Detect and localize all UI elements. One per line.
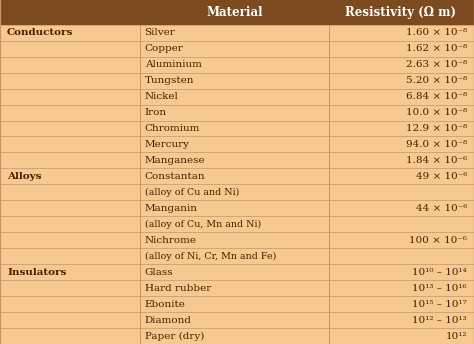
- Text: Manganese: Manganese: [145, 156, 205, 165]
- Text: 12.9 × 10⁻⁸: 12.9 × 10⁻⁸: [406, 124, 467, 133]
- Text: (alloy of Cu, Mn and Ni): (alloy of Cu, Mn and Ni): [145, 220, 261, 229]
- Text: 10.0 × 10⁻⁸: 10.0 × 10⁻⁸: [406, 108, 467, 117]
- Text: 100 × 10⁻⁶: 100 × 10⁻⁶: [409, 236, 467, 245]
- Text: Hard rubber: Hard rubber: [145, 284, 211, 293]
- Text: 10¹³ – 10¹⁶: 10¹³ – 10¹⁶: [412, 284, 467, 293]
- Text: 10¹⁵ – 10¹⁷: 10¹⁵ – 10¹⁷: [412, 300, 467, 309]
- Text: Chromium: Chromium: [145, 124, 200, 133]
- Bar: [0, 0, 474, 25]
- Text: Conductors: Conductors: [7, 28, 73, 37]
- Text: 10¹⁰ – 10¹⁴: 10¹⁰ – 10¹⁴: [412, 268, 467, 277]
- Text: Nickel: Nickel: [145, 92, 178, 101]
- Text: 49 × 10⁻⁶: 49 × 10⁻⁶: [416, 172, 467, 181]
- Text: Diamond: Diamond: [145, 315, 191, 324]
- Text: Tungsten: Tungsten: [145, 76, 194, 85]
- Text: Paper (dry): Paper (dry): [145, 332, 204, 341]
- Text: 94.0 × 10⁻⁸: 94.0 × 10⁻⁸: [406, 140, 467, 149]
- Text: 1.62 × 10⁻⁸: 1.62 × 10⁻⁸: [406, 44, 467, 53]
- Text: 6.84 × 10⁻⁸: 6.84 × 10⁻⁸: [406, 92, 467, 101]
- Text: Alloys: Alloys: [7, 172, 42, 181]
- Text: 10¹²: 10¹²: [446, 332, 467, 341]
- Text: Ebonite: Ebonite: [145, 300, 185, 309]
- Text: (alloy of Ni, Cr, Mn and Fe): (alloy of Ni, Cr, Mn and Fe): [145, 252, 276, 261]
- Text: 44 × 10⁻⁶: 44 × 10⁻⁶: [416, 204, 467, 213]
- Text: Glass: Glass: [145, 268, 173, 277]
- Text: Aluminium: Aluminium: [145, 60, 201, 69]
- Text: (alloy of Cu and Ni): (alloy of Cu and Ni): [145, 188, 239, 197]
- Text: Manganin: Manganin: [145, 204, 198, 213]
- Text: 2.63 × 10⁻⁸: 2.63 × 10⁻⁸: [406, 60, 467, 69]
- Text: Mercury: Mercury: [145, 140, 190, 149]
- Text: Constantan: Constantan: [145, 172, 205, 181]
- Text: 5.20 × 10⁻⁸: 5.20 × 10⁻⁸: [406, 76, 467, 85]
- Text: Copper: Copper: [145, 44, 183, 53]
- Text: 1.84 × 10⁻⁶: 1.84 × 10⁻⁶: [406, 156, 467, 165]
- Text: 1.60 × 10⁻⁸: 1.60 × 10⁻⁸: [406, 28, 467, 37]
- Text: Silver: Silver: [145, 28, 175, 37]
- Text: Insulators: Insulators: [7, 268, 66, 277]
- Text: Resistivity (Ω m): Resistivity (Ω m): [345, 6, 456, 19]
- Text: 10¹² – 10¹³: 10¹² – 10¹³: [412, 315, 467, 324]
- Text: Iron: Iron: [145, 108, 167, 117]
- Text: Nichrome: Nichrome: [145, 236, 197, 245]
- Text: Material: Material: [206, 6, 263, 19]
